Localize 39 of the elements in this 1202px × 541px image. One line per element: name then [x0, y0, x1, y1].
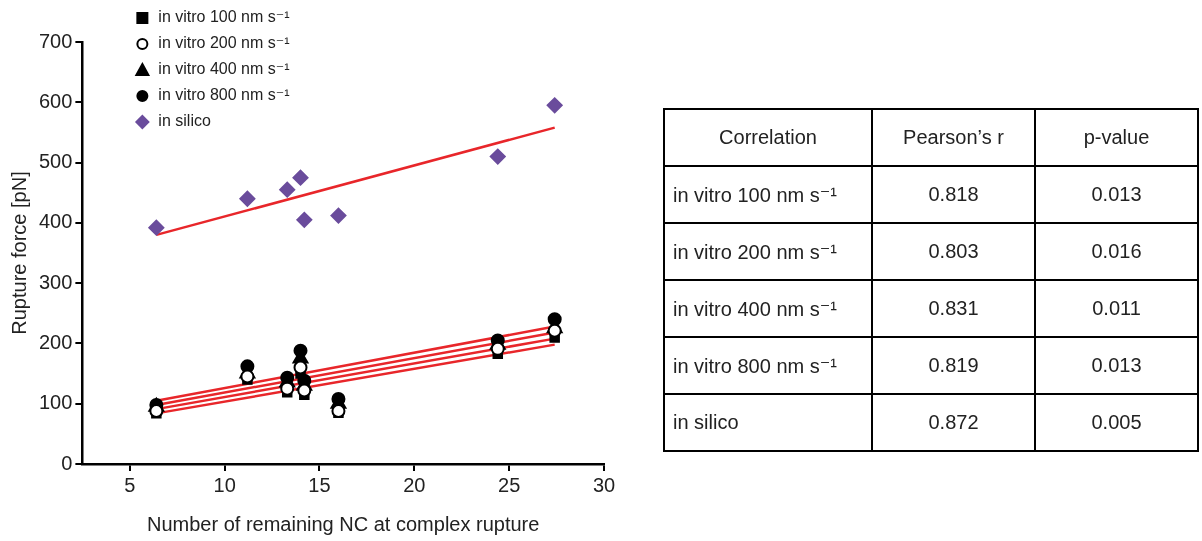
legend-label: in vitro 200 nm s⁻¹ [158, 34, 290, 52]
y-tick-label: 600 [38, 89, 73, 112]
y-tick-label: 200 [38, 330, 73, 353]
x-axis-title: Number of remaining NC at complex rupture [146, 512, 540, 535]
text: 0.013 [1091, 183, 1142, 205]
text: 0.016 [1091, 240, 1142, 262]
legend-label: in vitro 100 nm s⁻¹ [158, 8, 290, 26]
y-axis-title: Rupture force [pN] [7, 171, 30, 335]
x-tick-label: 30 [592, 473, 616, 496]
text: 0.011 [1092, 297, 1141, 319]
category-label: in vitro 100 nm s⁻¹ [673, 183, 837, 206]
y-tick-label: 500 [38, 150, 73, 173]
y-tick-label: 300 [38, 270, 73, 293]
y-tick-label: 700 [38, 29, 73, 52]
category-label: Correlation [664, 109, 872, 166]
text: 0.013 [1091, 354, 1142, 376]
category-label: in vitro 400 nm s⁻¹ [673, 297, 837, 320]
text: 0.819 [928, 354, 979, 376]
text: 0.005 [1091, 411, 1142, 433]
x-tick-label: 25 [498, 473, 521, 496]
x-tick-label: 15 [308, 473, 331, 496]
category-label: Pearson’s r [872, 109, 1035, 166]
x-tick-label: 20 [403, 473, 426, 496]
x-tick-label: 5 [124, 473, 136, 496]
legend-label: in vitro 400 nm s⁻¹ [158, 60, 290, 78]
category-label: in silico [673, 411, 739, 433]
y-tick-label: 0 [61, 451, 73, 474]
legend-label: in vitro 800 nm s⁻¹ [158, 86, 290, 104]
category-label: in vitro 200 nm s⁻¹ [673, 240, 837, 263]
y-tick-label: 100 [38, 391, 73, 414]
y-tick-label: 400 [38, 210, 73, 233]
text: 0.818 [928, 183, 979, 205]
text: 0.872 [928, 411, 979, 433]
category-label: p-value [1035, 109, 1198, 166]
category-label: in vitro 800 nm s⁻¹ [673, 354, 837, 377]
text: 0.803 [928, 240, 979, 262]
text: 0.831 [928, 297, 979, 319]
legend-label: in silico [158, 112, 211, 130]
x-tick-label: 10 [213, 473, 236, 496]
